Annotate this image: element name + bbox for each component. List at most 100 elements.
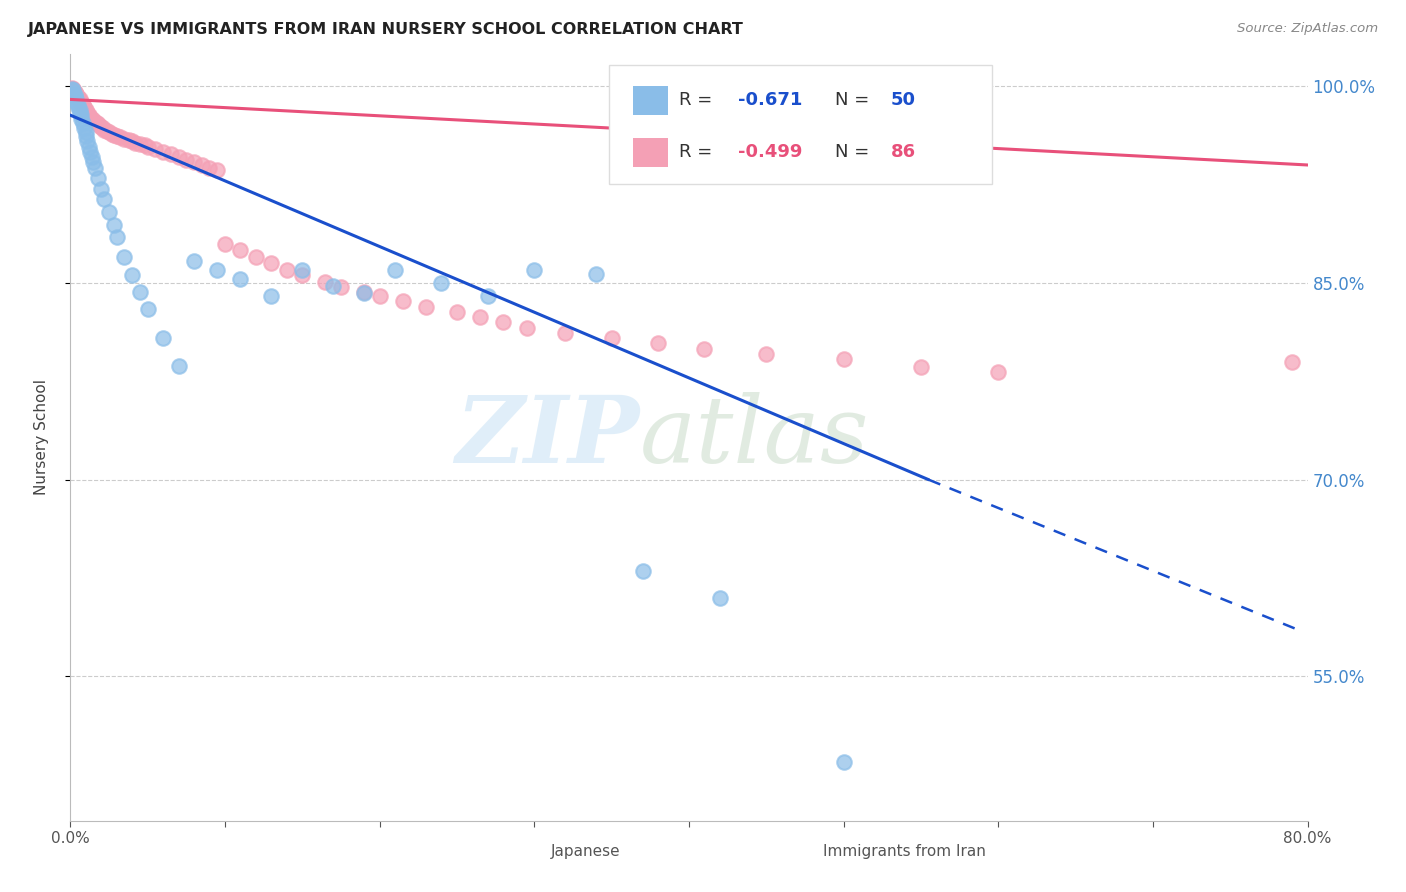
Point [477,289,499,303]
Text: Japanese: Japanese [550,844,620,859]
Point [87,171,110,186]
Point [98,125,120,139]
Point [84,161,107,175]
Point [79,111,101,125]
Point [101,127,124,141]
Point [198,161,221,175]
Point [693,342,716,356]
Point [80,150,103,164]
Point [79,145,101,159]
Point [82,113,105,128]
Point [384,263,406,277]
Text: N =: N = [835,143,875,161]
Point [87,117,110,131]
Point [98,205,120,219]
Point [446,305,468,319]
Point [291,268,314,282]
Point [77,139,100,153]
Point [755,347,778,361]
Point [67,92,90,106]
Point [90,181,112,195]
Point [207,263,229,277]
Point [70,96,93,111]
Point [69,94,91,108]
Point [65,87,87,102]
Y-axis label: Nursery School: Nursery School [35,379,49,495]
Point [585,267,607,281]
Text: R =: R = [679,91,718,109]
Point [60,82,83,96]
Point [73,121,96,136]
Point [73,100,96,114]
Point [136,302,159,317]
Point [330,280,353,294]
Point [108,130,131,145]
Point [322,278,344,293]
Point [70,108,93,122]
Point [160,147,183,161]
Point [63,88,86,103]
Point [276,263,298,277]
Point [84,114,107,128]
Point [1281,354,1303,368]
Point [600,331,623,345]
Text: Source: ZipAtlas.com: Source: ZipAtlas.com [1237,22,1378,36]
Point [75,104,97,119]
Point [129,136,152,151]
Point [75,125,97,139]
Point [60,80,83,95]
Point [67,90,90,104]
Point [72,99,94,113]
Point [62,86,84,100]
Point [114,250,135,264]
Point [69,95,91,109]
Text: Immigrants from Iran: Immigrants from Iran [823,844,986,859]
Point [470,310,492,324]
Point [430,276,453,290]
Point [554,326,576,340]
Point [63,90,86,104]
Point [709,591,731,605]
Bar [633,138,668,167]
Text: JAPANESE VS IMMIGRANTS FROM IRAN NURSERY SCHOOL CORRELATION CHART: JAPANESE VS IMMIGRANTS FROM IRAN NURSERY… [28,22,744,37]
Text: ZIP: ZIP [456,392,640,482]
Point [114,132,135,146]
Point [229,272,252,286]
Point [315,275,337,289]
Point [93,192,115,206]
Point [93,122,115,136]
Point [152,145,174,159]
Point [121,268,143,282]
Point [63,85,86,99]
Point [69,105,91,120]
Point [105,230,128,244]
Point [77,110,100,124]
Point [105,129,128,144]
Point [245,250,267,264]
Point [832,755,855,769]
Point [67,97,90,112]
Text: -0.499: -0.499 [738,143,803,161]
Text: 50: 50 [890,91,915,109]
Text: 86: 86 [890,143,915,161]
Bar [776,840,813,863]
Point [69,92,91,106]
Point [124,136,146,150]
Point [65,90,87,104]
Text: R =: R = [679,143,718,161]
Point [134,138,156,153]
Point [291,263,314,277]
Text: N =: N = [835,91,875,109]
Point [73,102,96,116]
Point [910,359,932,374]
Point [76,107,98,121]
Bar [503,840,540,863]
Point [987,365,1010,379]
Point [75,103,97,117]
Point [118,133,141,147]
Point [121,134,143,148]
Point [76,134,98,148]
Point [523,263,546,277]
Point [70,95,93,109]
Point [647,336,669,351]
